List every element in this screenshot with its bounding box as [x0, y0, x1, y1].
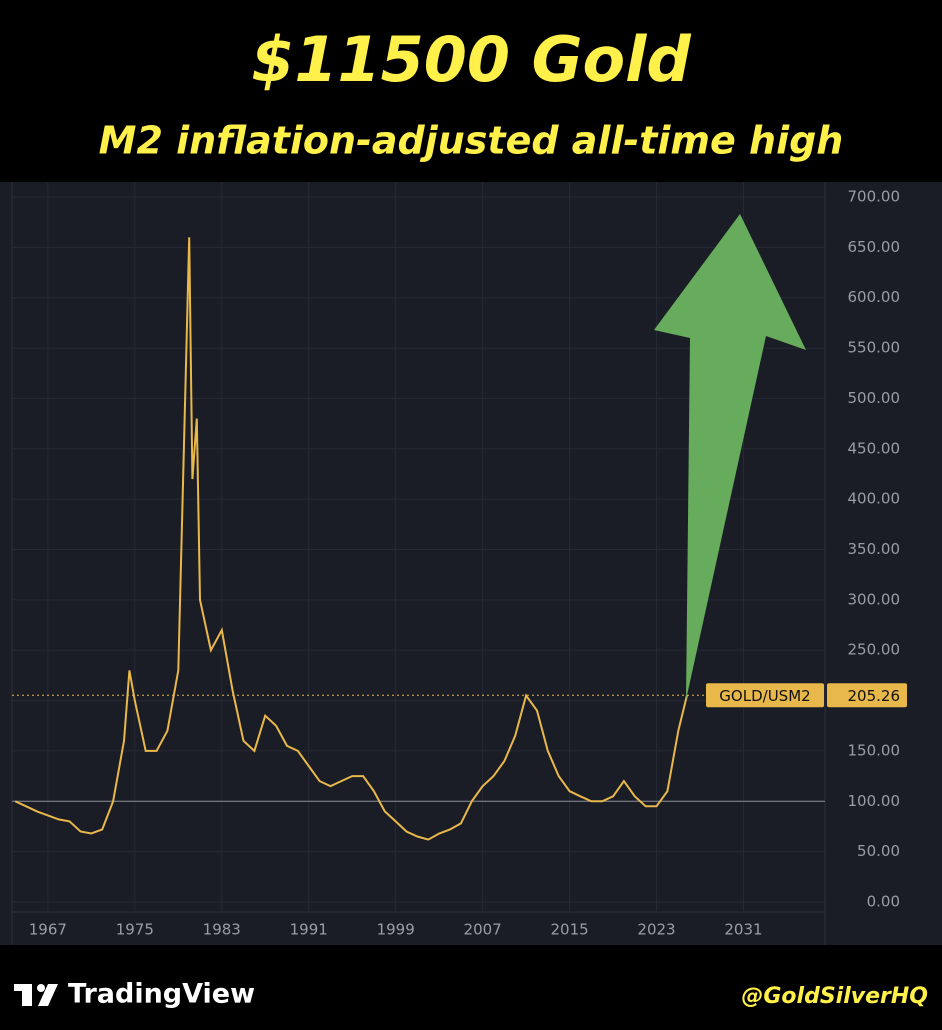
tradingview-logo: [14, 984, 58, 1006]
y-tick-label: 350.00: [848, 540, 901, 558]
footer-bg: [0, 945, 942, 1030]
y-tick-label: 100.00: [848, 792, 901, 810]
x-tick-label: 2007: [464, 921, 502, 939]
credit: @GoldSilverHQ: [741, 984, 928, 1009]
value-label: 205.26: [848, 687, 901, 705]
y-tick-label: 550.00: [848, 339, 901, 357]
y-tick-label: 300.00: [848, 590, 901, 608]
y-tick-label: 450.00: [848, 439, 901, 457]
x-tick-label: 1983: [203, 921, 241, 939]
chart-subtitle: M2 inflation-adjusted all-time high: [99, 119, 844, 163]
arrow: [654, 214, 806, 700]
chart-title: $11500 Gold: [251, 23, 691, 96]
x-tick-label: 2023: [637, 921, 675, 939]
y-tick-label: 400.00: [848, 490, 901, 508]
y-tick-label: 500.00: [848, 389, 901, 407]
source: TradingView: [68, 979, 255, 1010]
x-tick-label: 1967: [29, 921, 67, 939]
x-tick-label: 2015: [550, 921, 588, 939]
y-tick-label: 650.00: [848, 238, 901, 256]
symbol-tag: [706, 683, 824, 708]
header-bg: [0, 0, 942, 182]
logo-part: [22, 984, 32, 1006]
logo-part: [37, 984, 45, 992]
y-tick-label: 700.00: [848, 188, 901, 206]
x-tick-label: 1991: [290, 921, 328, 939]
plot-bg: [0, 182, 942, 945]
x-tick-label: 1999: [377, 921, 415, 939]
symbol-label: GOLD/USM2: [719, 687, 810, 705]
x-tick-label: 1975: [116, 921, 154, 939]
logo-part: [38, 984, 58, 1006]
value-tag: [827, 683, 907, 708]
y-tick-label: 50.00: [857, 842, 900, 860]
y-tick-label: 250.00: [848, 641, 901, 659]
y-tick-label: 0.00: [867, 893, 900, 911]
y-tick-label: 600.00: [848, 288, 901, 306]
series-line: [14, 237, 688, 841]
y-tick-label: 150.00: [848, 741, 901, 759]
x-tick-label: 2031: [724, 921, 762, 939]
